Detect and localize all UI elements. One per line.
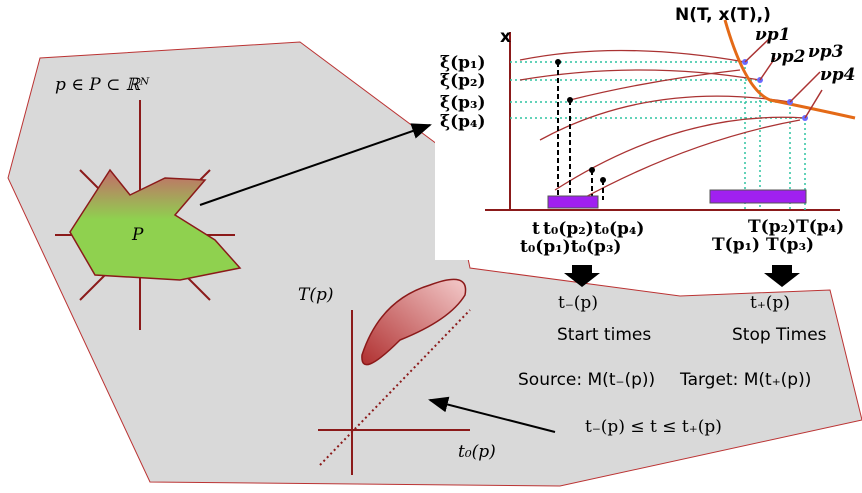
start-symbol: t₋(p) xyxy=(558,293,598,313)
start-top: t₀(p₂)t₀(p₄) xyxy=(543,219,644,239)
target: Target: M(t₊(p)) xyxy=(679,370,811,390)
xi-label: ξ(p₃) xyxy=(440,93,486,113)
normal: νp1 xyxy=(755,25,791,45)
normal: νp4 xyxy=(820,65,856,85)
xi-label: ξ(p₁) xyxy=(440,53,486,73)
xi-label: ξ(p₄) xyxy=(440,112,486,132)
stop-interval xyxy=(710,190,806,203)
t-label: t xyxy=(532,219,540,239)
down-arrow xyxy=(764,265,800,287)
stop-top: T(p₂)T(p₄) xyxy=(748,217,844,237)
y-label: T(p) xyxy=(298,285,334,305)
stop-caption: Stop Times xyxy=(732,325,827,345)
normal: νp2 xyxy=(770,47,806,67)
set-label: P xyxy=(131,225,144,245)
curve-label: N(T, x(T),) xyxy=(675,5,771,25)
param-title: p ∈ P ⊂ ℝᴺ xyxy=(55,75,150,95)
normal: νp3 xyxy=(808,42,844,62)
xi-label: ξ(p₂) xyxy=(440,71,486,91)
condition: t₋(p) ≤ t ≤ t₊(p) xyxy=(585,417,722,437)
stop-symbol: t₊(p) xyxy=(750,293,790,313)
x-label: t₀(p) xyxy=(458,442,496,462)
start-interval xyxy=(548,196,598,208)
start-caption: Start times xyxy=(557,325,651,345)
source: Source: M(t₋(p)) xyxy=(518,370,655,390)
diagram: p ∈ P ⊂ ℝᴺ P N(T, x(T),) x νp1 νp2 νp3 ν… xyxy=(0,0,862,493)
start-bottom: t₀(p₁)t₀(p₃) xyxy=(520,237,621,257)
axis-label: x xyxy=(500,27,511,47)
stop-bottom: T(p₁) T(p₃) xyxy=(712,235,814,255)
